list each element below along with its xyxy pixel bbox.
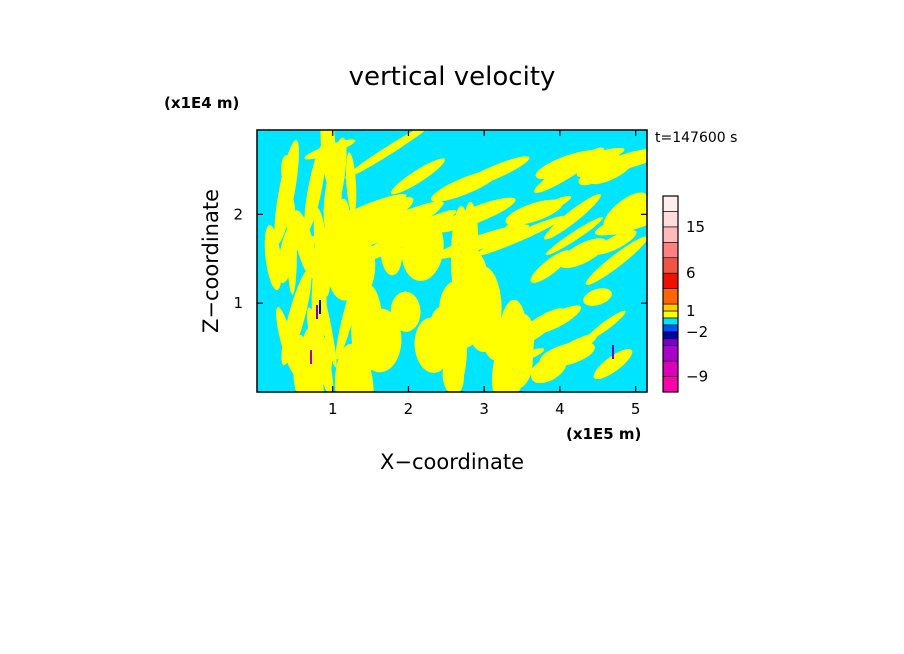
colorbar-segment	[662, 338, 679, 347]
contour-field	[257, 130, 647, 392]
field-band	[474, 215, 566, 257]
y-tick-label: 1	[233, 294, 243, 312]
field-band	[497, 361, 529, 379]
field-band	[323, 137, 347, 229]
time-label: t=147600 s	[655, 130, 737, 146]
field-band	[481, 314, 506, 361]
field-band	[603, 192, 647, 230]
field-band	[345, 152, 357, 214]
field-band	[531, 356, 567, 384]
field-band	[509, 348, 545, 364]
colorbar-segment	[662, 303, 679, 312]
field-band	[530, 250, 571, 283]
colorbar-segment	[662, 288, 679, 305]
field-speck	[319, 300, 321, 314]
field-band	[430, 304, 465, 346]
field-band	[344, 130, 434, 179]
field-band	[348, 202, 442, 249]
plot-frame	[256, 129, 648, 393]
colorbar-tick-label: −2	[686, 323, 708, 341]
field-band	[281, 268, 312, 366]
field-band	[585, 310, 626, 341]
x-unit-label: (x1E5 m)	[566, 425, 641, 443]
colorbar-segment	[662, 257, 679, 274]
colorbar-tick-label: −9	[686, 368, 708, 386]
field-speck	[310, 350, 312, 364]
x-tick-label: 3	[479, 400, 489, 418]
colorbar-segment	[662, 211, 679, 228]
field-band	[305, 340, 325, 392]
field-band	[380, 232, 402, 276]
field-band	[313, 207, 331, 297]
field-band	[533, 305, 582, 334]
colorbar-segment	[662, 317, 679, 326]
y-axis-label: Z−coordinate	[199, 189, 223, 333]
colorbar-segment	[662, 324, 679, 333]
colorbar-segment	[662, 241, 679, 259]
field-speck	[612, 345, 614, 359]
field-band	[505, 199, 563, 226]
x-tick-label: 1	[328, 400, 338, 418]
colorbar-segment	[662, 226, 679, 243]
field-band	[359, 308, 402, 373]
y-axis: 12	[233, 205, 647, 312]
x-tick-label: 2	[404, 400, 414, 418]
x-tick-label: 5	[631, 400, 641, 418]
field-band	[281, 155, 297, 192]
field-band	[544, 194, 601, 240]
x-axis-label: X−coordinate	[380, 450, 524, 474]
colorbar-frame	[662, 195, 679, 393]
field-band	[461, 201, 479, 296]
field-speck	[316, 305, 318, 319]
field-band	[456, 156, 530, 190]
field-band	[304, 143, 327, 232]
field-band	[304, 139, 356, 160]
x-tick-label: 4	[555, 400, 565, 418]
field-band	[325, 210, 370, 301]
field-band	[535, 150, 602, 180]
field-band	[593, 348, 633, 380]
colorbar-segment	[662, 331, 679, 340]
colorbar-segment	[662, 272, 679, 289]
colorbar-segment	[662, 376, 679, 393]
field-band	[594, 230, 637, 255]
colorbar-segment	[662, 345, 679, 362]
positive-bands	[264, 130, 647, 392]
x-axis: 1 2 3 4 5	[328, 130, 640, 418]
colorbar-tick-label: 15	[686, 218, 705, 236]
field-band	[585, 236, 647, 286]
field-band	[320, 336, 333, 374]
field-band	[278, 223, 298, 284]
field-band	[390, 158, 445, 195]
colorbar-segment	[662, 360, 679, 377]
field-band	[390, 291, 421, 332]
colorbar-tick-label: 6	[686, 264, 696, 282]
y-tick-label: 2	[233, 205, 243, 223]
field-band	[401, 215, 444, 282]
y-unit-label: (x1E4 m)	[164, 94, 239, 112]
colorbar-tick-label: 1	[686, 302, 696, 320]
colorbar: 15 6 1 −2 −9	[662, 195, 708, 393]
colorbar-segment	[662, 310, 679, 319]
field-band	[583, 288, 612, 306]
field-band	[335, 343, 374, 392]
colorbar-segment	[662, 195, 679, 212]
field-band	[264, 225, 282, 291]
field-band	[545, 217, 604, 256]
field-band	[559, 238, 607, 269]
chart-title: vertical velocity	[349, 62, 556, 92]
